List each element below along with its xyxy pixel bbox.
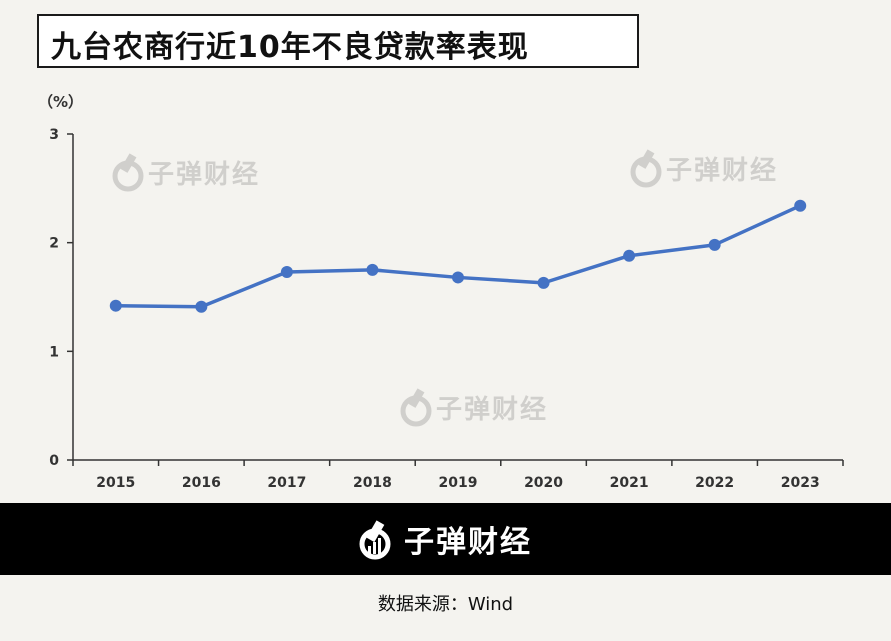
y-tick-label: 2: [49, 236, 59, 252]
data-point: [708, 238, 721, 251]
data-point: [452, 271, 464, 284]
data-point: [794, 199, 807, 212]
y-tick-label: 3: [49, 127, 59, 143]
data-point: [623, 249, 636, 262]
watermark-logo-icon: [630, 149, 662, 188]
y-tick-label: 1: [49, 344, 59, 360]
y-tick-label: 0: [49, 453, 59, 469]
line-chart: 0 1 2 3 2015 2016 2017 2018 2019 2020 2021 2022 2023: [49, 127, 844, 491]
data-point: [537, 276, 550, 289]
x-tick-label: 2016: [182, 475, 221, 491]
footer-brand-name: 子弹财经: [404, 525, 532, 560]
x-tick-label: 2020: [524, 475, 563, 491]
footer-bar: 子弹财经: [0, 503, 891, 575]
watermark-text: 子弹财经: [666, 156, 779, 186]
watermark: 子弹财经: [628, 148, 776, 192]
watermark: 子弹财经: [110, 152, 258, 196]
watermark-text: 子弹财经: [436, 395, 549, 425]
x-tick-label: 2019: [439, 475, 478, 491]
watermark-logo-icon: [400, 388, 432, 427]
x-tick-label: 2021: [610, 475, 649, 491]
watermark-text: 子弹财经: [148, 160, 261, 190]
x-tick-label: 2022: [695, 475, 734, 491]
y-axis-unit-label: （%）: [38, 93, 84, 111]
watermark: 子弹财经: [398, 387, 546, 431]
watermark-logo-icon: [112, 153, 144, 192]
x-tick-label: 2018: [353, 475, 392, 491]
series-line: [114, 203, 802, 309]
chart-title-box: 九台农商行近10年不良贷款率表现: [37, 14, 639, 68]
chart-title: 九台农商行近10年不良贷款率表现: [51, 30, 529, 65]
x-tick-label: 2015: [96, 475, 135, 491]
data-point: [280, 266, 293, 279]
data-source: 数据来源：Wind: [377, 594, 514, 615]
bullet-logo-icon: [359, 520, 391, 560]
data-point: [109, 299, 122, 312]
data-point: [366, 263, 379, 276]
x-tick-label: 2023: [781, 475, 820, 491]
x-tick-label: 2017: [267, 475, 306, 491]
data-point: [195, 300, 208, 313]
